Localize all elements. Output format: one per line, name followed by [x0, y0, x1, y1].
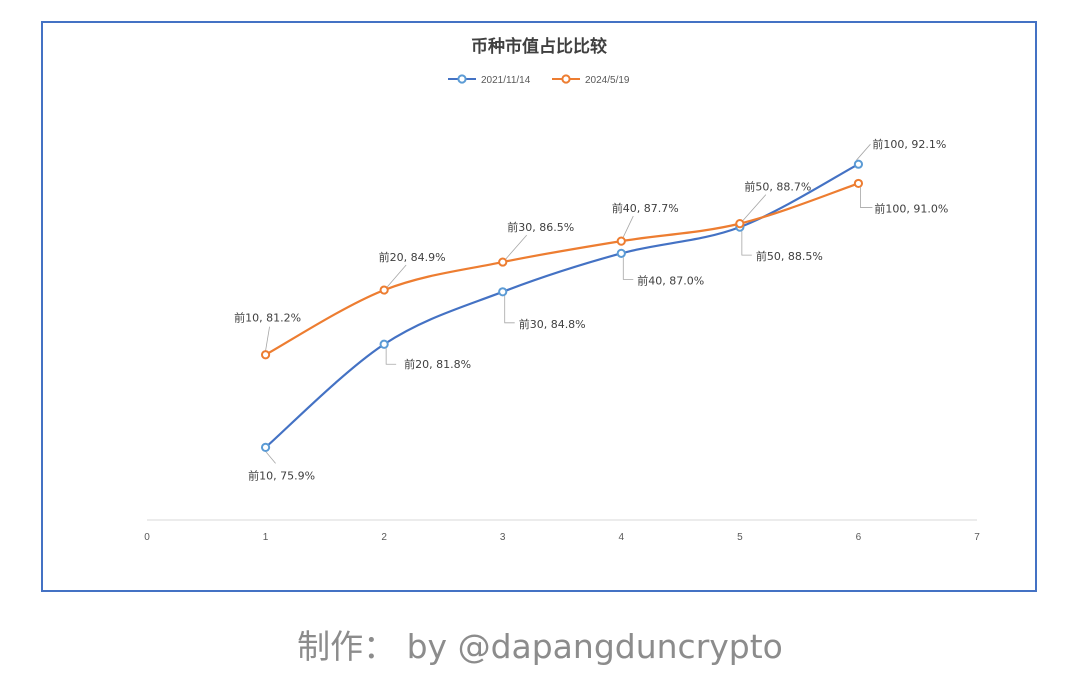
x-tick-label-6: 6 — [856, 532, 862, 543]
line-chart: 币种市值占比比较 2021/11/14 2024/5/19 0 1 2 3 4 5 6 7 前10, … — [144, 36, 980, 543]
legend-label-0: 2021/11/14 — [481, 75, 531, 86]
legend-marker-1 — [561, 74, 571, 84]
leader-line-0-3 — [622, 257, 634, 280]
legend-marker-0 — [457, 74, 467, 84]
x-tick-label-7: 7 — [974, 532, 980, 543]
data-point-1-5 — [853, 178, 864, 189]
data-label-0-5: 前100, 92.1% — [872, 137, 946, 151]
legend-label-1: 2024/5/19 — [585, 75, 630, 86]
data-point-0-0 — [260, 442, 271, 452]
data-point-1-3 — [616, 236, 626, 246]
data-point-1-2 — [498, 257, 508, 267]
data-point-1-0 — [260, 350, 271, 360]
chart-frame: 币种市值占比比较 2021/11/14 2024/5/19 0 1 2 3 4 5 6 7 前10, … — [41, 21, 1037, 592]
leader-line-0-1 — [385, 346, 397, 365]
data-label-1-1: 前20, 84.9% — [379, 250, 446, 264]
data-label-1-3: 前40, 87.7% — [612, 201, 679, 215]
data-label-0-4: 前50, 88.5% — [756, 249, 823, 263]
data-label-0-2: 前30, 84.8% — [519, 317, 586, 331]
data-point-0-1 — [379, 339, 389, 349]
series-line-0 — [264, 163, 859, 449]
x-tick-label-2: 2 — [381, 532, 387, 543]
data-label-1-5: 前100, 91.0% — [874, 201, 948, 215]
leader-line-0-4 — [741, 231, 752, 256]
x-tick-label-0: 0 — [144, 532, 150, 543]
credit-text: 制作： by @dapangduncrypto — [297, 627, 783, 666]
chart-title: 币种市值占比比较 — [471, 36, 607, 57]
leader-line-1-0 — [265, 326, 270, 351]
leader-line-0-5 — [856, 143, 871, 161]
data-label-1-2: 前30, 86.5% — [507, 220, 574, 234]
leader-line-1-1 — [386, 264, 407, 288]
data-label-1-0: 前10, 81.2% — [234, 311, 301, 325]
leader-line-1-2 — [505, 234, 528, 260]
data-point-0-2 — [498, 287, 508, 297]
data-point-0-5 — [853, 159, 864, 169]
data-point-1-1 — [379, 285, 389, 295]
x-tick-label-5: 5 — [737, 532, 743, 543]
leader-line-1-3 — [622, 215, 634, 238]
leader-line-0-0 — [265, 451, 276, 464]
leader-line-1-5 — [860, 187, 873, 208]
data-label-1-4: 前50, 88.7% — [744, 180, 811, 194]
data-label-0-1: 前20, 81.8% — [404, 357, 471, 371]
leader-line-1-4 — [742, 194, 767, 221]
x-tick-label-1: 1 — [263, 532, 269, 543]
data-label-0-3: 前40, 87.0% — [637, 273, 704, 287]
leader-line-0-2 — [504, 295, 515, 324]
x-tick-label-4: 4 — [619, 532, 625, 543]
data-point-1-4 — [735, 219, 745, 229]
series-line-1 — [265, 182, 859, 356]
data-label-0-0: 前10, 75.9% — [248, 468, 315, 482]
data-point-0-3 — [616, 248, 626, 258]
x-tick-label-3: 3 — [500, 532, 506, 543]
